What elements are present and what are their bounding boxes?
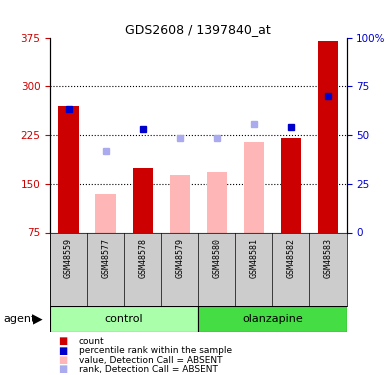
Text: GSM48559: GSM48559 — [64, 238, 73, 278]
Text: ▶: ▶ — [33, 312, 42, 325]
Text: rank, Detection Call = ABSENT: rank, Detection Call = ABSENT — [79, 365, 218, 374]
Bar — [244, 141, 264, 232]
Text: olanzapine: olanzapine — [242, 314, 303, 324]
Text: GSM48583: GSM48583 — [323, 238, 333, 278]
Text: GSM48578: GSM48578 — [138, 238, 147, 278]
Text: ■: ■ — [58, 364, 67, 374]
Text: GSM48581: GSM48581 — [249, 238, 258, 278]
Text: control: control — [105, 314, 144, 324]
Text: GSM48579: GSM48579 — [175, 238, 184, 278]
Bar — [50, 306, 198, 332]
Text: GSM48582: GSM48582 — [286, 238, 295, 278]
Text: percentile rank within the sample: percentile rank within the sample — [79, 346, 232, 355]
Bar — [59, 106, 79, 232]
Bar — [318, 41, 338, 232]
Bar — [281, 138, 301, 232]
Text: value, Detection Call = ABSENT: value, Detection Call = ABSENT — [79, 356, 223, 364]
Text: agent: agent — [4, 314, 36, 324]
Text: GSM48577: GSM48577 — [101, 238, 110, 278]
Bar — [207, 172, 227, 232]
Title: GDS2608 / 1397840_at: GDS2608 / 1397840_at — [126, 23, 271, 36]
Text: GSM48580: GSM48580 — [212, 238, 221, 278]
Text: count: count — [79, 337, 105, 346]
Bar — [169, 175, 190, 232]
Bar — [198, 306, 346, 332]
Bar — [95, 194, 116, 232]
Text: ■: ■ — [58, 346, 67, 355]
Bar — [132, 168, 153, 232]
Text: ■: ■ — [58, 336, 67, 346]
Text: ■: ■ — [58, 355, 67, 365]
